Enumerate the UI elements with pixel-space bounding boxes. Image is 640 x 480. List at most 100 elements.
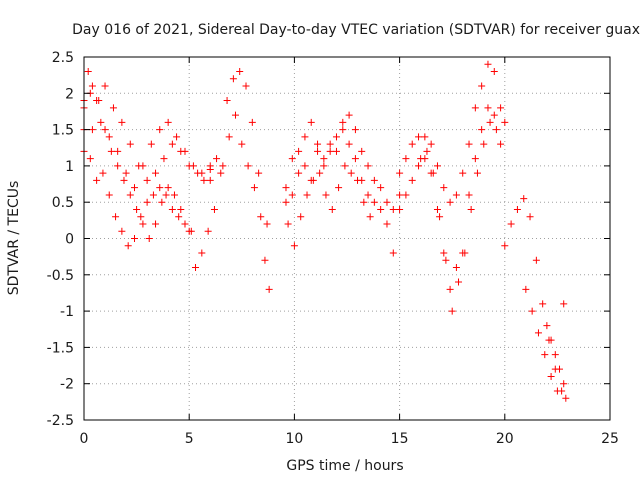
data-point: [354, 176, 362, 184]
data-point: [316, 169, 324, 177]
series-track-h: [282, 126, 397, 257]
series-track-n: [522, 285, 568, 395]
data-point: [130, 235, 138, 242]
data-point: [145, 235, 153, 242]
data-point: [539, 300, 547, 308]
data-point: [320, 155, 328, 163]
data-point: [370, 176, 378, 184]
data-point: [160, 155, 168, 163]
data-point: [265, 285, 273, 293]
data-point: [522, 285, 530, 293]
data-point: [307, 118, 315, 126]
series-track-m: [501, 195, 570, 402]
data-point: [137, 213, 145, 221]
data-point: [351, 155, 359, 163]
data-point: [109, 104, 117, 112]
data-point: [396, 205, 404, 213]
data-point: [93, 97, 101, 105]
data-point: [223, 97, 231, 105]
data-point: [478, 82, 486, 90]
series-track-f: [206, 111, 271, 228]
data-point: [497, 104, 505, 112]
data-point: [295, 147, 303, 155]
series-track-i: [284, 162, 374, 250]
data-point: [200, 176, 208, 184]
series-track-j: [396, 60, 509, 206]
data-point: [532, 256, 540, 264]
data-point: [149, 191, 157, 199]
data-point: [484, 104, 492, 112]
data-point: [301, 133, 309, 141]
data-point: [244, 162, 252, 170]
data-point: [263, 220, 271, 228]
data-point: [156, 126, 164, 134]
data-point: [314, 147, 322, 155]
data-point: [534, 329, 542, 337]
series-track-a: [80, 68, 193, 242]
data-point: [440, 184, 448, 192]
data-point: [528, 307, 536, 315]
data-point: [112, 213, 120, 221]
data-point: [97, 118, 105, 126]
y-tick-label: 0.5: [52, 195, 74, 211]
data-point: [364, 162, 372, 170]
data-point: [192, 264, 200, 272]
data-point: [156, 184, 164, 192]
data-point: [541, 351, 549, 359]
plot-frame: [83, 56, 611, 421]
data-point: [461, 249, 469, 257]
data-point: [206, 176, 214, 184]
data-point: [175, 213, 183, 221]
y-tick-label: 1: [65, 159, 74, 175]
data-point: [465, 140, 473, 148]
data-point: [114, 147, 122, 155]
data-point: [99, 169, 107, 177]
x-axis-label: GPS time / hours: [286, 458, 403, 474]
data-point: [204, 227, 212, 235]
data-point: [314, 140, 322, 148]
data-point: [448, 307, 456, 315]
data-point: [335, 184, 343, 192]
data-point: [440, 249, 448, 257]
data-point: [520, 195, 528, 203]
data-point: [107, 147, 115, 155]
data-point: [490, 111, 498, 119]
data-point: [433, 162, 441, 170]
data-point: [210, 205, 218, 213]
data-point: [358, 147, 366, 155]
data-point: [231, 111, 239, 119]
data-point: [130, 184, 138, 192]
data-point: [332, 147, 340, 155]
data-point: [250, 184, 258, 192]
data-point: [133, 205, 141, 213]
data-point: [322, 191, 330, 199]
data-point: [126, 140, 134, 148]
data-point: [377, 184, 385, 192]
data-point: [370, 198, 378, 206]
data-point: [213, 155, 221, 163]
data-point: [88, 126, 96, 134]
data-point: [421, 133, 429, 141]
data-point: [164, 118, 172, 126]
data-point: [139, 162, 147, 170]
data-point: [101, 126, 109, 134]
data-point: [427, 140, 435, 148]
data-point: [290, 242, 298, 250]
data-point: [152, 169, 160, 177]
data-point: [105, 133, 113, 141]
series-track-g: [282, 111, 404, 213]
data-point: [198, 249, 206, 257]
data-point: [402, 155, 410, 163]
y-tick-label: 1.5: [52, 123, 74, 139]
data-point: [366, 213, 374, 221]
data-point: [562, 394, 570, 402]
data-point: [415, 162, 423, 170]
data-point: [181, 147, 189, 155]
data-point: [158, 198, 166, 206]
data-point: [526, 213, 534, 221]
data-point: [326, 140, 334, 148]
data-point: [143, 176, 151, 184]
data-point: [452, 191, 460, 199]
data-point: [486, 118, 494, 126]
data-point: [189, 162, 197, 170]
